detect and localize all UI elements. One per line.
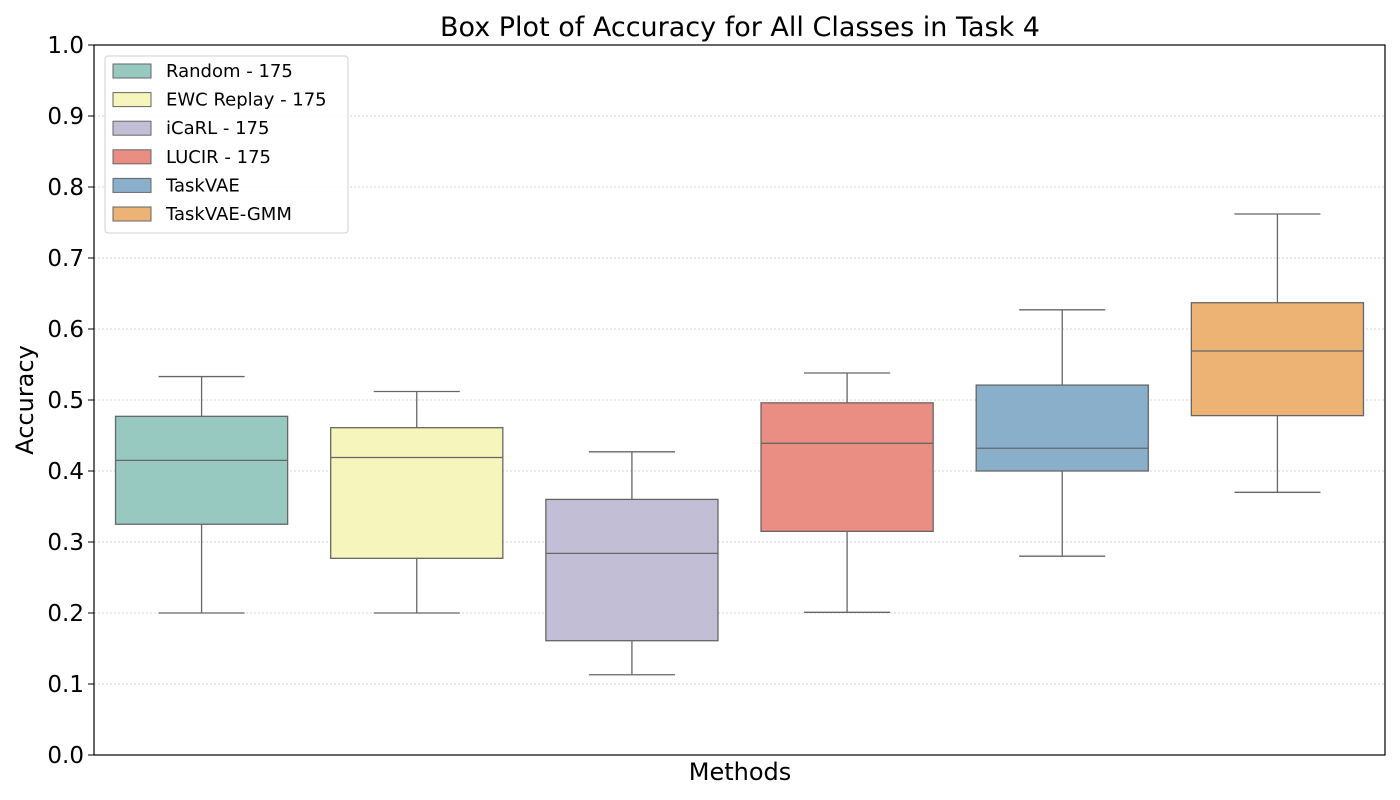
box-2 <box>330 390 504 614</box>
y-tick-label: 0.5 <box>47 388 84 414</box>
legend-label: Random - 175 <box>166 61 293 82</box>
box-6 <box>1190 213 1365 493</box>
legend-label: TaskVAE-GMM <box>165 204 292 225</box>
legend-swatch <box>112 63 152 79</box>
legend-entry: TaskVAE <box>112 175 240 196</box>
legend-entry: iCaRL - 175 <box>112 118 269 139</box>
y-axis-ticks: 0.0 0.1 0.2 0.3 0.4 0.5 0.6 0.7 0.8 0.9 1.0 <box>47 33 94 769</box>
y-tick-label: 0.2 <box>47 601 84 627</box>
boxes <box>114 213 1365 676</box>
y-tick-label: 0.7 <box>47 246 84 272</box>
legend-swatch <box>112 206 152 222</box>
legend-label: LUCIR - 175 <box>166 147 271 168</box>
y-tick-label: 1.0 <box>47 33 84 59</box>
y-tick-label: 0.1 <box>47 672 84 698</box>
legend-entry: Random - 175 <box>112 61 293 82</box>
legend-frame <box>104 55 349 234</box>
grid-lines <box>94 115 1385 685</box>
box-4 <box>760 372 934 613</box>
y-tick-label: 0.3 <box>47 530 84 556</box>
box-1 <box>114 375 289 614</box>
iqr-box <box>760 402 934 532</box>
y-tick-label: 0.0 <box>47 743 84 769</box>
y-tick-label: 0.9 <box>47 104 84 130</box>
legend-swatch <box>112 149 152 165</box>
legend-label: TaskVAE <box>165 175 240 196</box>
legend-swatch <box>112 92 152 108</box>
legend-entry: EWC Replay - 175 <box>112 90 327 111</box>
legend-swatch <box>112 177 152 193</box>
chart-title: Box Plot of Accuracy for All Classes in … <box>440 12 1040 43</box>
iqr-box <box>1190 302 1365 417</box>
legend-swatch <box>112 120 152 136</box>
iqr-box <box>545 498 719 642</box>
x-axis-label: Methods <box>689 758 792 786</box>
y-tick-label: 0.8 <box>47 175 84 201</box>
iqr-box <box>975 384 1149 472</box>
y-tick-label: 0.6 <box>47 317 84 343</box>
legend-entry: LUCIR - 175 <box>112 147 271 168</box>
y-axis-label: Accuracy <box>11 345 39 455</box>
box-3 <box>545 451 719 676</box>
legend: Random - 175 EWC Replay - 175 iCaRL - 175 L… <box>104 55 349 234</box>
legend-entry: TaskVAE-GMM <box>112 204 292 225</box>
legend-label: iCaRL - 175 <box>166 118 269 139</box>
y-tick-label: 0.4 <box>47 459 84 485</box>
iqr-box <box>114 415 289 525</box>
box-5 <box>975 309 1149 557</box>
legend-label: EWC Replay - 175 <box>166 90 327 111</box>
iqr-box <box>330 427 504 559</box>
